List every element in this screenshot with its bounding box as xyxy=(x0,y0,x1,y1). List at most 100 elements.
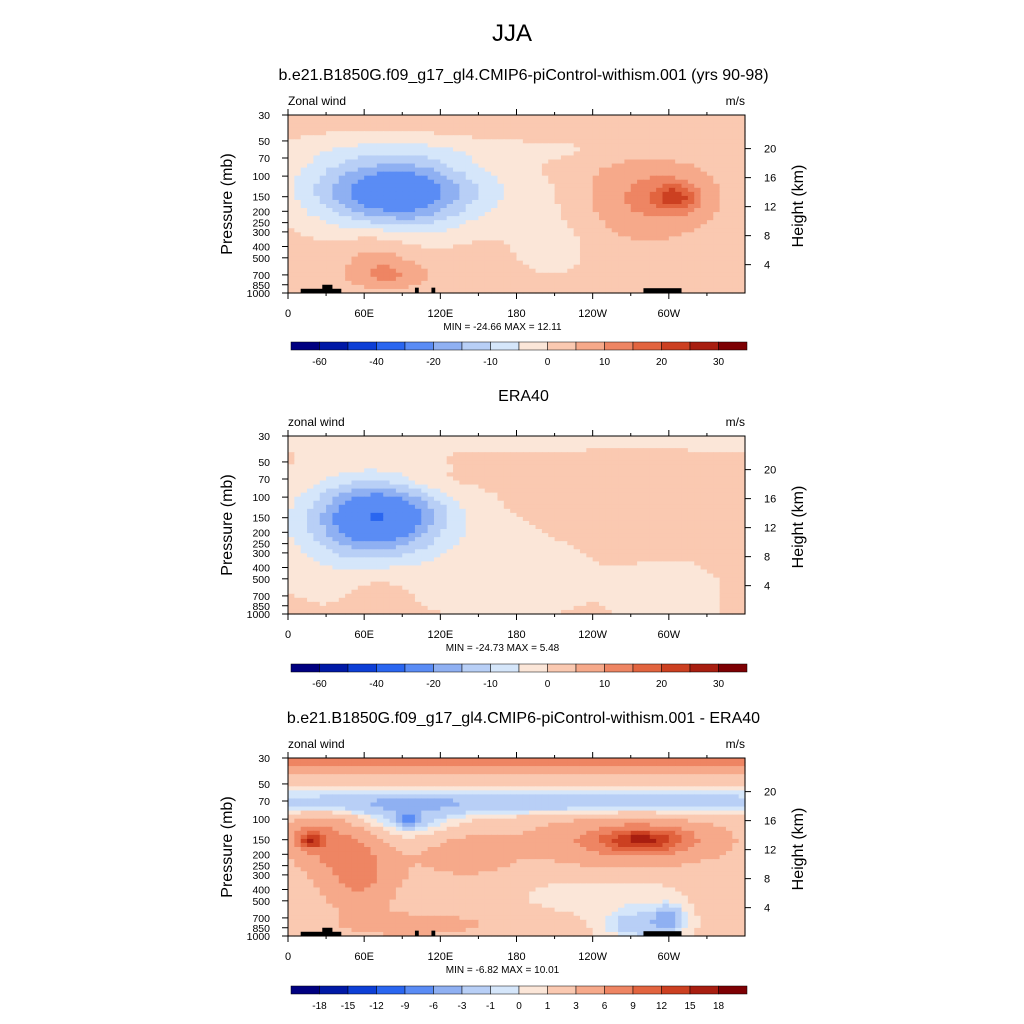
field-cell xyxy=(541,179,549,185)
field-cell xyxy=(700,488,708,494)
field-cell xyxy=(713,488,721,494)
field-cell xyxy=(491,228,499,233)
field-cell xyxy=(605,171,613,177)
field-cell xyxy=(656,464,664,469)
field-cell xyxy=(364,191,372,197)
field-cell xyxy=(529,272,537,278)
field-cell xyxy=(510,500,518,506)
field-cell xyxy=(433,516,441,522)
field-cell xyxy=(725,220,733,225)
field-cell xyxy=(516,444,524,449)
field-cell xyxy=(649,119,657,124)
field-cell xyxy=(637,464,645,469)
field-cell xyxy=(719,147,727,153)
field-cell xyxy=(478,448,486,453)
field-cell xyxy=(611,276,619,282)
field-cell xyxy=(573,288,581,294)
field-cell xyxy=(649,260,657,266)
field-cell xyxy=(389,512,397,518)
field-cell xyxy=(668,480,676,486)
field-cell xyxy=(376,199,384,205)
field-cell xyxy=(541,204,549,209)
field-cell xyxy=(681,131,689,136)
topography-block xyxy=(322,284,333,293)
field-cell xyxy=(345,216,353,221)
field-cell xyxy=(719,155,727,161)
field-cell xyxy=(668,191,676,197)
field-cell xyxy=(294,127,302,132)
field-cell xyxy=(453,268,460,274)
field-cell xyxy=(345,175,353,181)
field-cell xyxy=(586,484,594,490)
field-cell xyxy=(389,135,397,140)
field-cell xyxy=(345,228,353,233)
field-cell xyxy=(706,488,714,494)
field-cell xyxy=(687,500,695,506)
field-cell xyxy=(446,232,454,237)
field-cell xyxy=(738,159,746,165)
field-cell xyxy=(725,240,733,246)
field-cell xyxy=(510,199,518,205)
field-cell xyxy=(497,212,505,217)
field-cell xyxy=(706,163,714,169)
field-cell xyxy=(554,504,562,510)
field-cell xyxy=(618,212,626,217)
field-cell xyxy=(560,119,568,124)
field-cell xyxy=(668,525,676,530)
field-cell xyxy=(535,468,543,474)
field-cell xyxy=(478,252,486,258)
field-cell xyxy=(554,252,562,258)
field-cell xyxy=(510,476,518,482)
field-cell xyxy=(611,492,619,498)
field-cell xyxy=(319,183,327,189)
field-cell xyxy=(465,500,473,506)
field-cell xyxy=(535,252,543,258)
field-cell xyxy=(618,476,626,482)
field-cell xyxy=(668,284,676,290)
field-cell xyxy=(446,504,454,510)
field-cell xyxy=(592,456,600,461)
field-cell xyxy=(338,123,346,128)
field-cell xyxy=(732,440,740,445)
field-cell xyxy=(675,525,683,530)
field-cell xyxy=(643,187,651,193)
field-cell xyxy=(414,139,422,144)
field-cell xyxy=(338,232,346,237)
field-cell xyxy=(611,280,619,286)
field-cell xyxy=(510,504,518,510)
field-cell xyxy=(383,456,391,461)
field-cell xyxy=(491,232,499,237)
field-cell xyxy=(433,476,441,482)
field-cell xyxy=(713,248,721,254)
field-cell xyxy=(624,163,632,169)
field-cell xyxy=(478,488,486,494)
field-cell xyxy=(624,508,632,514)
field-cell xyxy=(313,284,321,290)
field-cell xyxy=(351,264,359,270)
field-cell xyxy=(675,500,683,506)
field-cell xyxy=(364,244,372,250)
field-cell xyxy=(395,232,403,237)
field-cell xyxy=(706,212,714,217)
field-cell xyxy=(605,452,613,457)
field-cell xyxy=(414,504,422,510)
field-cell xyxy=(351,224,359,229)
field-cell xyxy=(484,220,492,225)
field-cell xyxy=(294,216,302,221)
field-cell xyxy=(332,456,340,461)
field-cell xyxy=(618,284,626,290)
field-cell xyxy=(319,460,327,465)
field-cell xyxy=(478,163,486,169)
field-cell xyxy=(554,187,562,193)
field-cell xyxy=(573,248,581,254)
field-cell xyxy=(719,151,727,157)
field-cell xyxy=(319,212,327,217)
field-cell xyxy=(687,115,695,120)
field-cell xyxy=(326,127,334,132)
field-cell xyxy=(605,264,613,270)
field-cell xyxy=(719,500,727,506)
field-cell xyxy=(554,199,562,205)
field-cell xyxy=(643,508,651,514)
field-cell xyxy=(364,135,372,140)
field-cell xyxy=(586,224,594,229)
